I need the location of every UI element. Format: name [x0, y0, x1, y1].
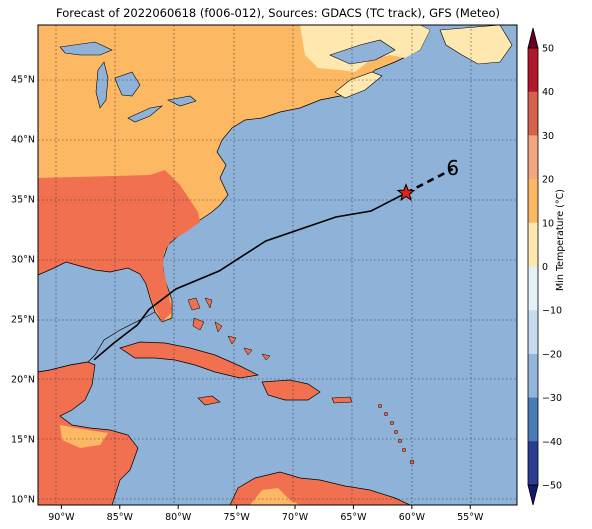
jamaica [197, 395, 221, 406]
colorbar-segment [528, 179, 538, 224]
yucatan-cool-area [60, 425, 108, 448]
longitude-axis: 90°W 85°W 80°W 75°W 70°W 65°W 60°W 55°W [48, 505, 484, 523]
colorbar-min-extend [527, 484, 539, 506]
colorbar-label: Min Temperature (°C) [555, 189, 566, 291]
lat-tick-label: 20°N [11, 375, 35, 386]
colorbar-segment [528, 441, 538, 486]
colorbar-segment [528, 397, 538, 442]
map-frame [37, 24, 518, 506]
latitude-axis: 10°N 15°N 20°N 25°N 30°N 35°N 40°N 45°N [11, 75, 35, 506]
current-position-star-icon [396, 183, 416, 202]
colorbar-max-extend [527, 27, 539, 49]
colorbar-segment [528, 135, 538, 180]
colorbar-segment [528, 266, 538, 311]
colorbar: 50 40 30 20 10 0 −10 −20 −30 −40 −50 [527, 27, 562, 506]
hispaniola [261, 379, 321, 401]
lat-tick-label: 10°N [11, 495, 35, 506]
great-lake-huron [114, 71, 141, 97]
colorbar-tick-label: −30 [542, 393, 562, 404]
colorbar-segment [528, 48, 538, 92]
colorbar-tick-label: −10 [542, 306, 562, 317]
lon-tick-label: 55°W [457, 512, 484, 523]
gulf-st-lawrence [329, 39, 396, 65]
gridlines [38, 25, 517, 505]
puerto-rico [331, 396, 353, 404]
lon-tick-label: 80°W [165, 512, 192, 523]
colorbar-tick-label: −20 [542, 349, 562, 360]
great-lake-superior [59, 41, 113, 56]
lat-tick-label: 25°N [11, 315, 35, 326]
lat-tick-label: 15°N [11, 435, 35, 446]
great-lake-erie [127, 105, 164, 123]
lat-tick-label: 35°N [11, 195, 35, 206]
colorbar-tick-label: 0 [542, 262, 548, 273]
great-lake-michigan [95, 61, 109, 109]
colorbar-segment [528, 222, 538, 267]
southeast-warm-region [38, 170, 200, 322]
map-title: Forecast of 2022060618 (f006-012), Sourc… [56, 6, 500, 20]
storm-symbol-icon: 6 [446, 156, 459, 180]
colorbar-tick-label: 40 [542, 87, 554, 98]
lon-tick-label: 75°W [223, 512, 250, 523]
colorbar-segment [528, 353, 538, 398]
colorbar-tick-label: 10 [542, 218, 554, 229]
bahamas-islands [187, 297, 271, 361]
colorbar-segment [528, 91, 538, 136]
colorbar-tick-label: −40 [542, 437, 562, 448]
colorbar-tick-label: 30 [542, 131, 554, 142]
lon-tick-label: 90°W [48, 512, 75, 523]
tc-track-past [93, 192, 407, 361]
colorbar-tick-label: 20 [542, 175, 554, 186]
colorbar-tick-label: 50 [542, 44, 554, 55]
great-lake-ontario [167, 95, 197, 107]
newfoundland [439, 25, 513, 65]
lat-tick-label: 40°N [11, 135, 35, 146]
lon-tick-label: 85°W [107, 512, 134, 523]
colorbar-segment [528, 310, 538, 355]
lon-tick-label: 70°W [282, 512, 309, 523]
tc-track-forecast [405, 167, 454, 195]
cuba [119, 341, 260, 379]
lon-tick-label: 60°W [399, 512, 426, 523]
lat-tick-label: 30°N [11, 255, 35, 266]
south-america-cool-area [250, 488, 300, 505]
lat-tick-label: 45°N [11, 75, 35, 86]
lon-tick-label: 65°W [340, 512, 367, 523]
colorbar-frame [527, 47, 539, 486]
colorbar-tick-label: −50 [542, 481, 562, 492]
